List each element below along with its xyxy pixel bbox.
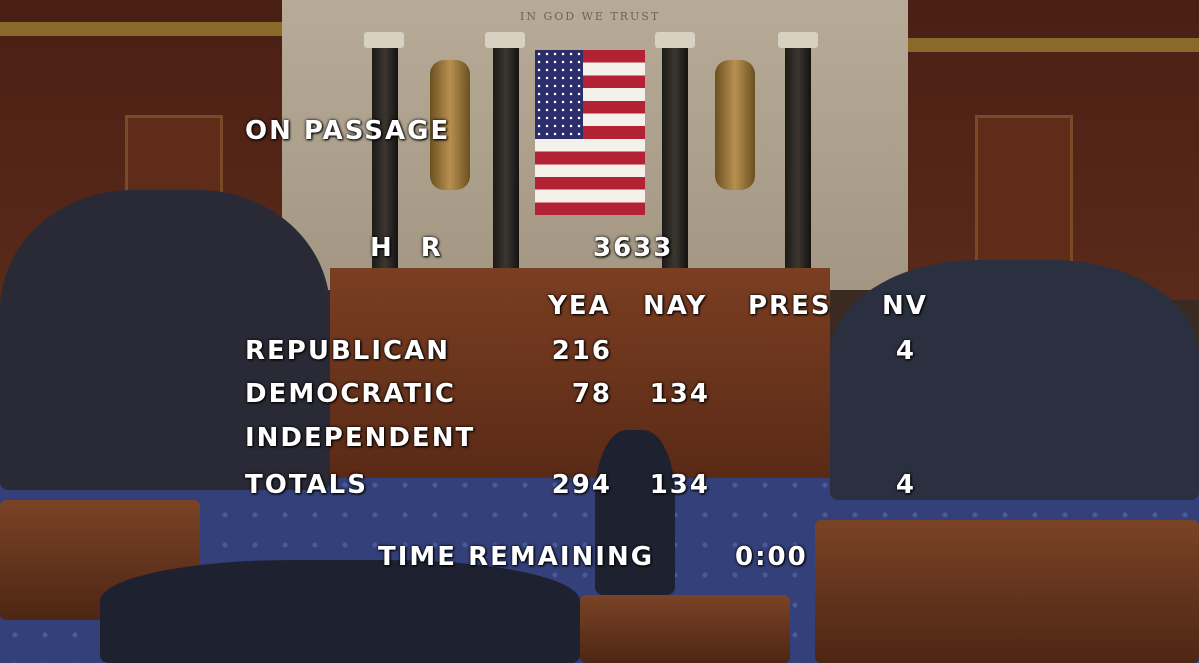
column-header-nay: NAY — [643, 291, 708, 321]
column — [785, 40, 811, 270]
nv-total: 4 — [895, 470, 916, 500]
column-capital — [655, 32, 695, 48]
fasces — [715, 60, 755, 190]
yea-count: 78 — [571, 379, 612, 409]
flag-canton — [535, 50, 583, 139]
column — [372, 40, 398, 270]
desk — [580, 595, 790, 663]
column — [662, 40, 688, 270]
vote-question: ON PASSAGE — [245, 116, 451, 146]
time-remaining-value: 0:00 — [735, 542, 808, 572]
frieze — [905, 38, 1199, 52]
members-right — [830, 260, 1199, 500]
column-header-yea: YEA — [548, 291, 611, 321]
frieze — [0, 22, 285, 36]
yea-total: 294 — [551, 470, 612, 500]
column-capital — [364, 32, 404, 48]
party-label: DEMOCRATIC — [245, 379, 457, 409]
member-standing — [595, 430, 675, 595]
members-foreground — [100, 560, 580, 663]
party-label: INDEPENDENT — [245, 423, 476, 453]
column-header-pres: PRES — [748, 291, 832, 321]
rostrum — [330, 268, 830, 478]
totals-label: TOTALS — [245, 470, 368, 500]
nay-total: 134 — [649, 470, 710, 500]
nay-count: 134 — [649, 379, 710, 409]
bill-prefix: H R — [370, 233, 451, 263]
fasces — [430, 60, 470, 190]
column — [493, 40, 519, 270]
bill-number: 3633 — [593, 233, 674, 263]
motto-inscription: IN GOD WE TRUST — [520, 10, 661, 23]
nv-count: 4 — [895, 336, 916, 366]
desk — [815, 520, 1199, 663]
column-capital — [778, 32, 818, 48]
time-remaining-label: TIME REMAINING — [378, 542, 655, 572]
column-capital — [485, 32, 525, 48]
column-header-nv: NV — [882, 291, 928, 321]
party-label: REPUBLICAN — [245, 336, 450, 366]
yea-count: 216 — [551, 336, 612, 366]
members-left — [0, 190, 330, 490]
